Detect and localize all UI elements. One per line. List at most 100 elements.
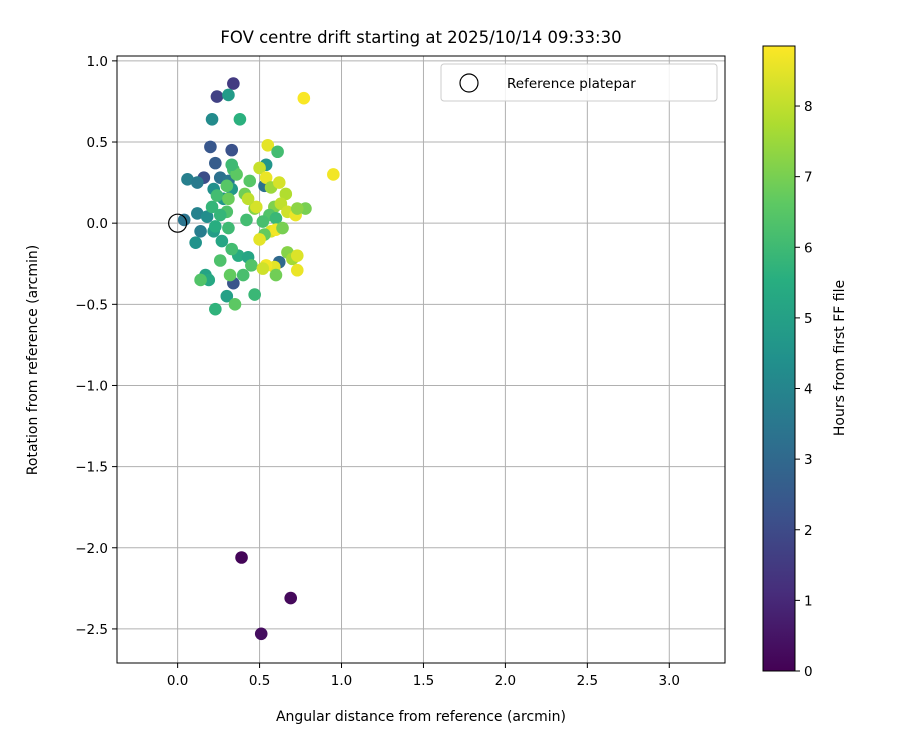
plot-background	[117, 56, 725, 663]
data-point	[225, 143, 239, 157]
y-tick-label: 0.5	[87, 135, 108, 151]
data-point	[209, 220, 222, 233]
data-point	[223, 268, 237, 282]
data-point	[290, 263, 304, 277]
x-tick-label: 1.5	[413, 673, 434, 689]
x-tick-label: 0.5	[249, 673, 270, 689]
data-point	[191, 176, 204, 189]
colorbar-tick-label: 4	[804, 382, 813, 398]
data-point	[205, 112, 219, 126]
data-point	[261, 138, 275, 152]
y-tick-label: −0.5	[75, 297, 108, 313]
plot-frame	[116, 55, 726, 664]
colorbar-tick-label: 7	[804, 170, 813, 186]
data-point	[236, 268, 250, 282]
grid	[117, 56, 725, 663]
data-point	[177, 213, 191, 227]
data-point	[181, 173, 194, 186]
colorbar-label: Hours from first FF file	[832, 280, 848, 436]
data-point	[209, 156, 222, 170]
data-point	[248, 288, 261, 301]
y-tick-label: 1.0	[87, 54, 108, 70]
colorbar-tick-label: 0	[804, 664, 813, 680]
colorbar-tick-label: 3	[804, 452, 813, 468]
data-point	[279, 187, 293, 201]
reference-marker	[168, 213, 188, 233]
data-point	[276, 221, 289, 235]
data-point	[259, 171, 273, 185]
data-point	[253, 161, 266, 175]
data-point	[189, 236, 202, 249]
data-point	[256, 215, 270, 228]
data-point	[269, 211, 283, 225]
data-point	[235, 551, 248, 564]
legend-marker	[459, 73, 479, 93]
x-tick-label: 2.5	[577, 673, 598, 689]
data-point	[220, 179, 234, 193]
data-point	[213, 208, 227, 222]
data-point	[191, 207, 204, 220]
data-point	[200, 210, 214, 223]
y-axis-ticks: 1.0 0.5 0.0 −0.5 −1.0 −1.5 −2.0 −2.5	[75, 54, 117, 638]
data-point	[249, 200, 263, 214]
legend-box	[440, 63, 718, 102]
data-point	[213, 254, 227, 267]
data-point	[230, 168, 243, 181]
data-point	[204, 140, 217, 154]
y-axis-label: Rotation from reference (arcmin)	[25, 245, 41, 475]
x-tick-label: 3.0	[659, 673, 680, 689]
data-point	[194, 273, 207, 287]
colorbar-tick-label: 6	[804, 240, 813, 256]
data-point	[297, 91, 311, 105]
y-tick-label: −2.0	[75, 541, 108, 557]
data-point	[205, 200, 219, 214]
data-point	[227, 77, 240, 90]
data-point	[222, 88, 235, 102]
data-point	[225, 158, 239, 172]
data-point	[284, 591, 298, 605]
data-point	[253, 233, 266, 246]
x-tick-label: 2.0	[495, 673, 516, 689]
data-point	[245, 259, 258, 272]
x-tick-label: 0.0	[167, 673, 188, 689]
data-point	[210, 189, 224, 202]
data-point	[228, 298, 242, 311]
data-point	[215, 234, 229, 248]
plot-area: 0.0 0.5 1.0 1.5 2.0 2.5 3.0 1.0 0.5 0.0 −0.5 −1.0 −…	[75, 54, 726, 689]
y-tick-label: −2.5	[75, 622, 108, 638]
y-tick-label: 0.0	[87, 216, 108, 232]
data-point	[240, 213, 253, 227]
data-point	[225, 242, 239, 256]
data-point	[271, 145, 284, 159]
data-point	[222, 192, 235, 206]
data-point	[269, 268, 283, 282]
colorbar-tick-label: 8	[804, 99, 813, 115]
data-point	[256, 262, 270, 275]
data-point	[194, 224, 207, 238]
chart-title: FOV centre drift starting at 2025/10/14 …	[220, 28, 621, 47]
x-axis-ticks: 0.0 0.5 1.0 1.5 2.0 2.5 3.0	[167, 663, 680, 689]
colorbar-tick-label: 5	[804, 311, 813, 327]
colorbar-tick-label: 2	[804, 523, 813, 539]
data-point	[209, 302, 222, 316]
data-point	[290, 202, 304, 215]
y-tick-label: −1.0	[75, 378, 108, 394]
data-point	[220, 289, 234, 303]
legend: Reference platepar	[440, 63, 718, 102]
colorbar-tick-label: 1	[804, 593, 813, 609]
x-tick-label: 1.0	[331, 673, 352, 689]
colorbar: 0 1 2 3 4 5 6 7 8 Hours from first FF file	[762, 45, 848, 680]
data-point	[241, 192, 255, 206]
data-point	[222, 221, 235, 235]
colorbar-gradient	[762, 45, 796, 672]
data-point	[327, 168, 340, 181]
data-point	[210, 90, 224, 103]
legend-entry-reference: Reference platepar	[507, 76, 636, 92]
data-point	[254, 627, 268, 641]
colorbar-ticks: 0 1 2 3 4 5 6 7 8	[795, 99, 813, 680]
data-point	[243, 174, 257, 188]
data-points	[177, 77, 340, 641]
data-point	[290, 249, 304, 262]
y-tick-label: −1.5	[75, 460, 108, 476]
